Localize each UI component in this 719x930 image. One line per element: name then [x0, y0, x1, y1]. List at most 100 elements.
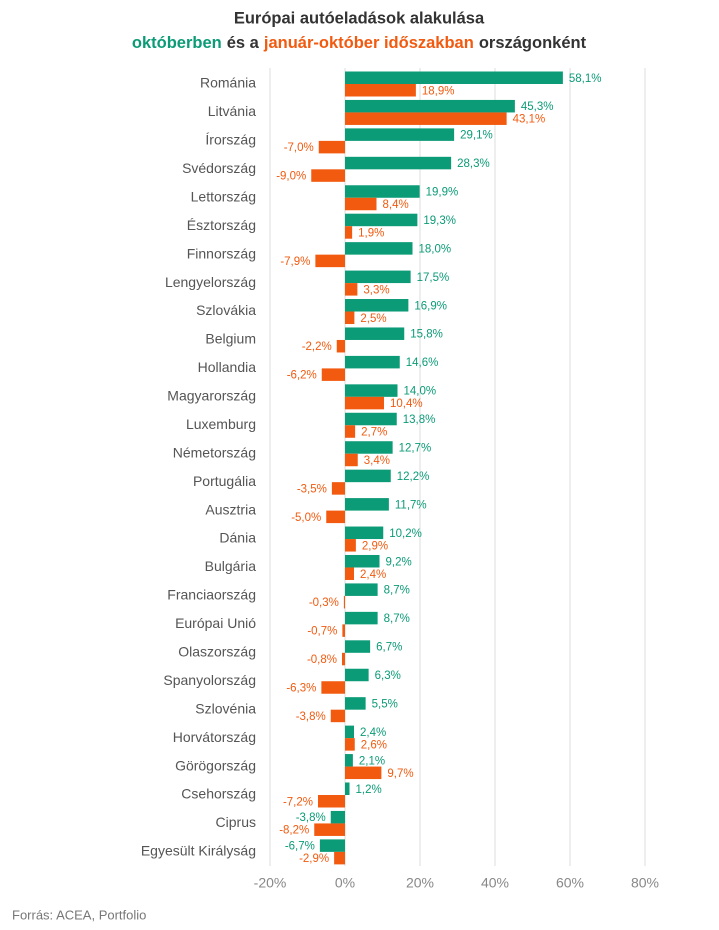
value-label: 8,7% [384, 613, 410, 625]
bar [345, 226, 353, 239]
value-label: 2,9% [362, 540, 388, 552]
value-label: 2,1% [359, 755, 385, 767]
x-tick-label: 20% [406, 875, 434, 891]
bar [345, 112, 507, 125]
bar [330, 709, 345, 723]
bar [345, 197, 377, 211]
value-label: -6,2% [287, 370, 317, 382]
bar [345, 327, 405, 340]
bar [345, 242, 413, 255]
bar [345, 270, 411, 284]
value-label: 2,5% [360, 313, 386, 325]
bar [331, 482, 345, 495]
value-label: 58,1% [569, 73, 602, 85]
bar [330, 810, 345, 824]
y-tick-label: Románia [200, 75, 256, 91]
bar [343, 595, 345, 609]
value-label: -5,0% [291, 512, 321, 524]
bar [334, 851, 345, 865]
value-label: 12,2% [397, 471, 430, 483]
legend-series-1: októberben [132, 34, 222, 52]
value-label: 2,7% [361, 427, 387, 439]
y-tick-label: Németország [173, 444, 256, 460]
y-tick-label: Egyesült Királyság [141, 843, 256, 859]
y-tick-label: Franciaország [167, 587, 256, 603]
y-tick-label: Szlovénia [195, 700, 256, 716]
bar [321, 368, 345, 381]
value-label: -7,9% [280, 256, 310, 268]
y-tick-label: Szlovákia [196, 302, 256, 318]
value-label: 19,3% [423, 215, 456, 227]
title-connector: és a [227, 34, 260, 52]
y-tick-label: Észtország [187, 217, 256, 233]
y-tick-label: Dánia [219, 530, 256, 546]
value-label: 8,7% [384, 585, 410, 597]
bar [345, 185, 420, 198]
bar [345, 697, 366, 710]
value-label: -9,0% [276, 171, 306, 183]
bar [345, 668, 369, 682]
bar [345, 128, 455, 141]
value-label: -6,7% [285, 841, 315, 853]
value-label: 45,3% [521, 101, 554, 113]
y-tick-label: Olaszország [178, 644, 256, 660]
value-label: -0,7% [307, 626, 337, 638]
y-tick-label: Luxemburg [186, 416, 256, 432]
bar [345, 299, 409, 312]
x-tick-label: 60% [556, 875, 584, 891]
bar [314, 823, 345, 836]
y-tick-label: Ciprus [216, 814, 256, 830]
value-label: 17,5% [417, 272, 450, 284]
value-label: 2,4% [360, 727, 386, 739]
value-label: 3,4% [364, 455, 390, 467]
value-label: -8,2% [279, 825, 309, 837]
bar [345, 640, 371, 653]
value-label: -3,8% [296, 711, 326, 723]
value-label: 13,8% [403, 414, 436, 426]
source: Forrás: ACEA, Portfolio [12, 907, 146, 922]
value-label: 19,9% [426, 187, 459, 199]
y-tick-label: Írország [205, 132, 256, 148]
bar [318, 140, 345, 154]
x-tick-label: 0% [335, 875, 355, 891]
value-label: 28,3% [457, 158, 490, 170]
y-tick-label: Ausztria [205, 501, 256, 517]
bar [345, 754, 353, 767]
y-tick-label: Finnország [187, 245, 256, 261]
bar [345, 611, 378, 625]
bar [342, 652, 345, 666]
value-label: 10,2% [389, 528, 422, 540]
bar [345, 425, 356, 438]
value-label: 3,3% [363, 284, 389, 296]
bar [345, 539, 356, 552]
bar [315, 254, 345, 268]
y-tick-label: Litvánia [208, 103, 256, 119]
y-tick-label: Csehország [181, 786, 256, 802]
value-label: 6,7% [376, 642, 402, 654]
value-label: -3,8% [296, 812, 326, 824]
bar [345, 469, 391, 483]
y-tick-label: Spanyolország [163, 672, 256, 688]
y-tick-label: Görögország [175, 757, 256, 773]
bar [345, 782, 350, 795]
y-tick-label: Portugália [193, 473, 256, 489]
value-label: 9,7% [387, 768, 413, 780]
value-label: 43,1% [513, 114, 546, 126]
bar [345, 412, 397, 426]
title-connector: országonként [479, 34, 587, 52]
y-tick-label: Hollandia [198, 359, 257, 375]
value-label: 8,4% [383, 199, 409, 211]
y-tick-label: Belgium [205, 331, 256, 347]
value-label: 16,9% [414, 300, 447, 312]
bar [345, 71, 563, 84]
bar [342, 624, 345, 637]
y-tick-label: Lengyelország [165, 274, 256, 290]
bar [345, 738, 355, 751]
y-tick-label: Európai Unió [175, 615, 256, 631]
value-label: -6,3% [286, 683, 316, 695]
bar [345, 567, 354, 580]
value-label: -7,0% [284, 142, 314, 154]
bar [345, 213, 418, 227]
value-label: 11,7% [395, 499, 427, 511]
bar [321, 681, 345, 694]
